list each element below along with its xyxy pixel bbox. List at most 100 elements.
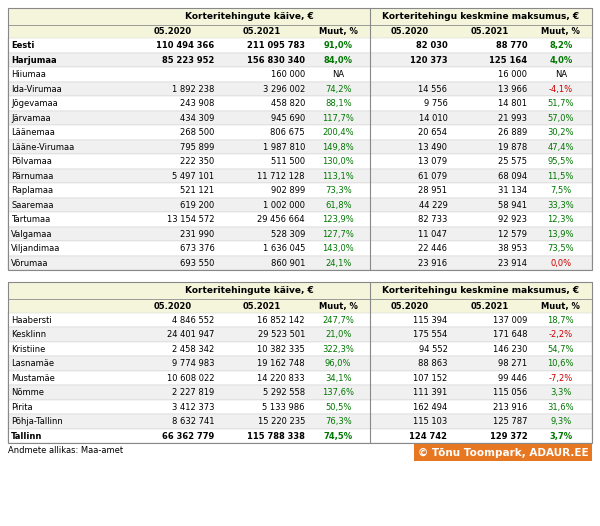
Text: 945 690: 945 690 [271, 114, 305, 123]
Text: 127,7%: 127,7% [322, 230, 354, 239]
Text: 91,0%: 91,0% [324, 41, 353, 50]
Text: Nõmme: Nõmme [11, 388, 44, 397]
Text: 24 401 947: 24 401 947 [167, 330, 215, 339]
Text: 13 966: 13 966 [498, 85, 527, 94]
Text: 44 229: 44 229 [419, 201, 448, 210]
Bar [8, 111, 592, 125]
Text: 115 394: 115 394 [413, 316, 448, 325]
Text: 51,7%: 51,7% [547, 99, 574, 108]
Text: -4,1%: -4,1% [548, 85, 573, 94]
Bar [8, 82, 592, 96]
Text: 0,0%: 0,0% [550, 259, 571, 268]
Text: 05.2021: 05.2021 [242, 301, 281, 310]
Bar [8, 400, 592, 414]
Text: 16 000: 16 000 [499, 70, 527, 79]
Text: 175 554: 175 554 [413, 330, 448, 339]
Text: Kristiine: Kristiine [11, 345, 46, 353]
Bar [8, 429, 592, 443]
Text: 05.2020: 05.2020 [154, 27, 192, 36]
Bar [8, 8, 592, 270]
Bar [8, 241, 592, 256]
Text: Korteritehingu keskmine maksumus, €: Korteritehingu keskmine maksumus, € [382, 12, 580, 21]
Text: 1 636 045: 1 636 045 [263, 244, 305, 253]
Text: 29 456 664: 29 456 664 [257, 215, 305, 224]
Bar [8, 357, 592, 371]
Text: 16 852 142: 16 852 142 [257, 316, 305, 325]
Text: 222 350: 222 350 [181, 157, 215, 166]
Text: 18,7%: 18,7% [547, 316, 574, 325]
Text: 511 500: 511 500 [271, 157, 305, 166]
Text: 117,7%: 117,7% [322, 114, 354, 123]
Text: 13 079: 13 079 [418, 157, 448, 166]
Text: 113,1%: 113,1% [322, 171, 354, 181]
Text: 4 846 552: 4 846 552 [172, 316, 215, 325]
Text: 19 162 748: 19 162 748 [257, 359, 305, 368]
Text: 8,2%: 8,2% [549, 41, 572, 50]
Text: 434 309: 434 309 [180, 114, 215, 123]
Bar [8, 282, 592, 299]
Text: 902 899: 902 899 [271, 186, 305, 195]
Text: 88 863: 88 863 [418, 359, 448, 368]
Text: 806 675: 806 675 [271, 128, 305, 137]
Text: 3,7%: 3,7% [549, 432, 572, 441]
Text: Muut, %: Muut, % [541, 301, 580, 310]
Text: 1 892 238: 1 892 238 [172, 85, 215, 94]
Text: 107 152: 107 152 [413, 373, 448, 382]
Text: 9 774 983: 9 774 983 [172, 359, 215, 368]
Text: 38 953: 38 953 [498, 244, 527, 253]
Bar [8, 414, 592, 429]
Text: 9 756: 9 756 [424, 99, 448, 108]
Text: 74,5%: 74,5% [323, 432, 353, 441]
Text: 123,9%: 123,9% [322, 215, 354, 224]
Text: 3 412 373: 3 412 373 [172, 402, 215, 412]
Text: 129 372: 129 372 [490, 432, 527, 441]
Text: 673 376: 673 376 [179, 244, 215, 253]
Bar [8, 227, 592, 241]
Text: 05.2020: 05.2020 [391, 301, 428, 310]
Bar [8, 25, 592, 38]
Text: NA: NA [332, 70, 344, 79]
Text: 146 230: 146 230 [493, 345, 527, 353]
Text: Lasnamäe: Lasnamäe [11, 359, 54, 368]
Text: 1 002 000: 1 002 000 [263, 201, 305, 210]
Text: 05.2021: 05.2021 [470, 301, 509, 310]
Text: 76,3%: 76,3% [325, 417, 352, 426]
Text: 66 362 779: 66 362 779 [163, 432, 215, 441]
Text: 19 878: 19 878 [498, 143, 527, 151]
Text: 14 801: 14 801 [499, 99, 527, 108]
Text: 50,5%: 50,5% [325, 402, 352, 412]
Text: 111 391: 111 391 [413, 388, 448, 397]
Text: NA: NA [554, 70, 567, 79]
Text: Lääne-Virumaa: Lääne-Virumaa [11, 143, 74, 151]
Text: 860 901: 860 901 [271, 259, 305, 268]
Text: 137,6%: 137,6% [322, 388, 354, 397]
Bar [8, 213, 592, 227]
Text: 619 200: 619 200 [181, 201, 215, 210]
Text: 58 941: 58 941 [499, 201, 527, 210]
Bar [414, 444, 592, 461]
Text: 88 770: 88 770 [496, 41, 527, 50]
Text: 120 373: 120 373 [410, 56, 448, 65]
Text: 8 632 741: 8 632 741 [172, 417, 215, 426]
Text: 34,1%: 34,1% [325, 373, 352, 382]
Text: 115 788 338: 115 788 338 [247, 432, 305, 441]
Text: Andmete allikas: Maa-amet: Andmete allikas: Maa-amet [8, 447, 123, 456]
Text: 268 500: 268 500 [180, 128, 215, 137]
Text: 11,5%: 11,5% [548, 171, 574, 181]
Text: 149,8%: 149,8% [322, 143, 354, 151]
Text: 3 296 002: 3 296 002 [263, 85, 305, 94]
Text: 95,5%: 95,5% [548, 157, 574, 166]
Text: 24,1%: 24,1% [325, 259, 352, 268]
Text: Valgamaa: Valgamaa [11, 230, 53, 239]
Text: 7,5%: 7,5% [550, 186, 571, 195]
Text: Harjumaa: Harjumaa [11, 56, 56, 65]
Text: 05.2021: 05.2021 [470, 27, 509, 36]
Text: 05.2021: 05.2021 [242, 27, 281, 36]
Bar [8, 282, 592, 443]
Text: 29 523 501: 29 523 501 [257, 330, 305, 339]
Text: 23 914: 23 914 [499, 259, 527, 268]
Text: 13 154 572: 13 154 572 [167, 215, 215, 224]
Text: Tallinn: Tallinn [11, 432, 43, 441]
Text: 795 899: 795 899 [180, 143, 215, 151]
Text: Kesklinn: Kesklinn [11, 330, 46, 339]
